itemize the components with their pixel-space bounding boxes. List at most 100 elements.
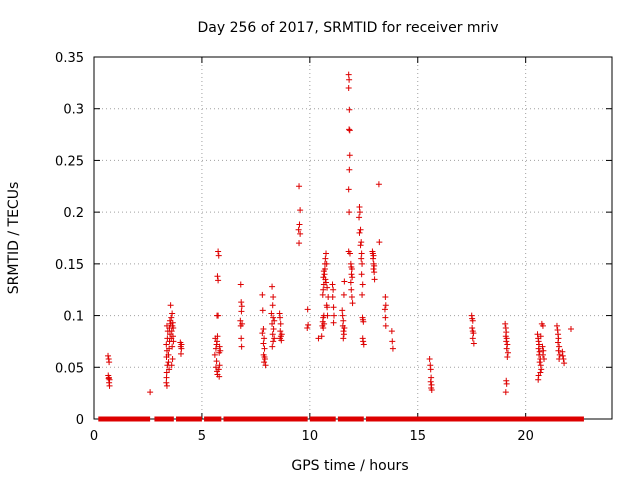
data-point: [503, 338, 510, 345]
data-point: [330, 319, 337, 326]
data-point: [259, 307, 266, 314]
y-tick-label: 0.1: [63, 310, 84, 325]
data-point: [345, 71, 352, 78]
data-point: [270, 293, 277, 300]
data-point: [537, 333, 544, 340]
data-point: [305, 321, 312, 328]
data-point: [470, 340, 477, 347]
data-point: [539, 343, 546, 350]
data-point: [469, 317, 476, 324]
data-point: [330, 286, 337, 293]
x-tick-label: 0: [90, 429, 98, 444]
data-point: [347, 279, 354, 286]
data-point: [169, 343, 176, 350]
data-point: [504, 341, 511, 348]
data-point: [360, 318, 367, 325]
data-point: [345, 186, 352, 193]
data-point: [504, 353, 511, 360]
data-point: [382, 314, 389, 321]
data-point: [469, 324, 476, 331]
data-point: [345, 85, 352, 92]
data-point: [567, 326, 574, 333]
y-tick-label: 0.2: [63, 206, 84, 221]
data-point: [168, 328, 175, 335]
data-point: [331, 312, 338, 319]
data-point: [341, 324, 348, 331]
data-point: [502, 320, 509, 327]
data-point: [556, 351, 563, 358]
data-point: [269, 283, 276, 290]
data-point: [321, 320, 328, 327]
data-point: [346, 209, 353, 216]
data-point: [357, 226, 364, 233]
data-point: [319, 291, 326, 298]
data-point: [346, 166, 353, 173]
data-point: [268, 310, 275, 317]
data-point: [278, 331, 285, 338]
data-point: [297, 207, 304, 214]
data-point: [370, 255, 377, 262]
data-point: [389, 338, 396, 345]
data-point: [340, 317, 347, 324]
data-point: [215, 366, 222, 373]
data-point: [427, 378, 434, 385]
data-point: [561, 360, 568, 367]
data-point: [359, 281, 366, 288]
data-point: [340, 291, 347, 298]
data-point: [329, 281, 336, 288]
x-tick-label: 20: [517, 429, 534, 444]
data-point: [277, 314, 284, 321]
data-point: [555, 339, 562, 346]
data-point: [323, 279, 330, 286]
data-point: [269, 302, 276, 309]
data-point: [270, 326, 277, 333]
data-point: [322, 255, 329, 262]
data-point: [321, 271, 328, 278]
y-tick-label: 0.35: [55, 51, 84, 66]
data-point: [346, 127, 353, 134]
data-point: [259, 330, 266, 337]
data-point: [163, 374, 170, 381]
data-point: [297, 230, 304, 237]
data-point: [360, 338, 367, 345]
data-point: [239, 320, 246, 327]
data-point: [163, 382, 170, 389]
data-point: [271, 335, 278, 342]
data-point: [261, 353, 268, 360]
data-point: [170, 338, 177, 345]
data-point: [296, 183, 303, 190]
data-point: [428, 387, 435, 394]
data-point: [214, 338, 221, 345]
data-point: [296, 221, 303, 228]
y-tick-label: 0.25: [55, 154, 84, 169]
data-point: [330, 304, 337, 311]
data-point: [346, 76, 353, 83]
data-point: [348, 286, 355, 293]
data-point: [216, 362, 223, 369]
data-point: [536, 359, 543, 366]
data-point: [238, 308, 245, 315]
data-point: [356, 209, 363, 216]
data-point: [169, 356, 176, 363]
data-point: [376, 239, 383, 246]
data-point: [341, 278, 348, 285]
data-point: [106, 382, 113, 389]
data-point: [166, 345, 173, 352]
data-point: [339, 312, 346, 319]
data-point: [277, 328, 284, 335]
data-point: [382, 293, 389, 300]
data-point: [260, 326, 267, 333]
data-point: [163, 369, 170, 376]
data-point: [382, 322, 389, 329]
data-point: [504, 349, 511, 356]
data-point: [165, 351, 172, 358]
data-point: [215, 252, 222, 259]
data-point: [537, 369, 544, 376]
data-point: [556, 343, 563, 350]
data-point: [324, 304, 331, 311]
grid-lines: [94, 57, 612, 419]
data-point: [534, 331, 541, 338]
data-point: [503, 345, 510, 352]
data-point: [169, 333, 176, 340]
data-point: [470, 330, 477, 337]
